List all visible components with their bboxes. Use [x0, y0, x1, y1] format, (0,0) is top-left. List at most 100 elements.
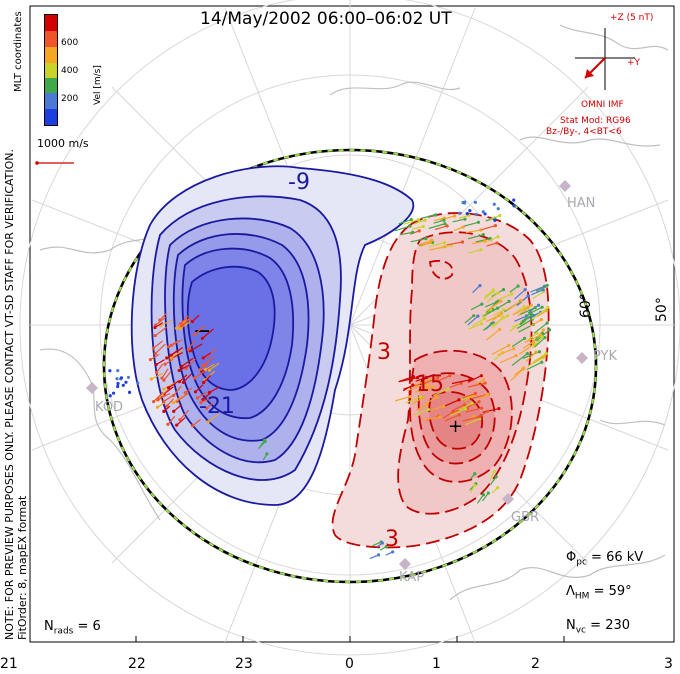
velocity-vector-origin	[501, 315, 505, 319]
velocity-vector	[413, 408, 429, 416]
velocity-vector-origin	[433, 213, 438, 217]
velocity-vector-origin	[492, 469, 496, 474]
velocity-vector	[475, 237, 491, 243]
velocity-vector-origin	[136, 381, 140, 385]
station-markers	[86, 180, 588, 570]
velocity-vector	[154, 343, 166, 355]
velocity-vector	[411, 396, 424, 405]
colorbar-segment	[45, 93, 57, 109]
velocity-vector	[181, 357, 194, 367]
velocity-vector	[470, 303, 483, 311]
velocity-vector-origin	[485, 409, 489, 413]
velocity-vector	[419, 239, 432, 246]
velocity-vector-origin	[175, 423, 179, 427]
velocity-vector-origin	[166, 386, 171, 390]
velocity-vector-origin	[376, 553, 381, 557]
velocity-vector	[464, 315, 475, 324]
side-note: NOTE: FOR PREVIEW PURPOSES ONLY. PLEASE …	[3, 149, 29, 640]
velocity-vector	[472, 285, 481, 294]
velocity-vector	[424, 377, 438, 384]
velocity-vector	[465, 418, 480, 426]
velocity-vector	[194, 370, 205, 379]
velocity-vector	[173, 395, 183, 404]
velocity-vector-origin	[468, 209, 472, 213]
velocity-vector	[497, 293, 512, 301]
velocity-vector	[155, 359, 165, 366]
velocity-vector-origin	[207, 368, 212, 372]
velocity-vector-origin	[486, 491, 490, 495]
velocity-vector-origin	[169, 356, 173, 360]
velocity-vector-origin	[545, 308, 549, 313]
velocity-vector-origin	[180, 364, 184, 368]
velocity-vector	[180, 321, 191, 330]
velocity-vector-origin	[463, 217, 467, 221]
velocity-vector	[150, 353, 160, 361]
velocity-vector	[170, 349, 183, 359]
velocity-vector	[421, 416, 441, 422]
velocity-vector-origin	[158, 318, 162, 322]
imf-stat-mod: Stat Mod: RG96	[560, 116, 631, 126]
velocity-vector-origin	[460, 240, 465, 244]
velocity-vector-origin	[436, 376, 440, 380]
station-gbr: GBR	[511, 510, 540, 525]
velocity-vector	[434, 225, 448, 231]
velocity-vector	[182, 373, 193, 383]
contour-label-15: 15	[416, 372, 444, 397]
mlt-label-23: 23	[235, 656, 253, 672]
velocity-vector-origin	[180, 324, 185, 328]
velocity-vector-origin	[265, 452, 269, 456]
velocity-vector	[154, 326, 168, 337]
station-pyk: PYK	[593, 349, 618, 364]
velocity-vector-origin	[203, 367, 208, 372]
velocity-vector-origin	[493, 224, 498, 228]
velocity-vector	[187, 340, 196, 350]
station-marker-kod	[86, 382, 98, 394]
velocity-vector-origin	[481, 210, 485, 214]
velocity-vector	[394, 225, 411, 232]
colorbar-segment	[45, 109, 57, 125]
velocity-vector-origin	[499, 299, 503, 303]
velocity-vector-origin	[512, 347, 516, 351]
velocity-vector-origin	[115, 377, 119, 381]
velocity-vector	[527, 332, 538, 341]
velocity-vector	[532, 291, 544, 300]
velocity-vector	[514, 315, 527, 322]
velocity-vector-origin	[411, 374, 415, 379]
velocity-vector-origin	[496, 291, 500, 295]
velocity-vector	[410, 238, 426, 243]
velocity-vector-origin	[496, 486, 500, 490]
velocity-vector	[200, 397, 213, 404]
hm-boundary-dash	[103, 149, 597, 583]
velocity-vector-origin	[537, 350, 542, 354]
velocity-vector-origin	[498, 327, 502, 331]
velocity-vector-origin	[465, 212, 469, 216]
velocity-vector	[452, 218, 466, 223]
velocity-vector-origin	[523, 288, 527, 292]
velocity-vector-origin	[408, 394, 412, 399]
velocity-vector-origin	[119, 376, 124, 380]
fit-order-note: FitOrder: 8, mapEX format	[16, 495, 29, 640]
colorbar-segment	[45, 31, 57, 47]
velocity-vector-origin	[496, 235, 500, 239]
velocity-vector	[514, 367, 525, 376]
velocity-vector	[477, 410, 488, 419]
velocity-vector	[481, 225, 496, 231]
velocity-vector	[493, 309, 505, 317]
velocity-vector	[533, 352, 547, 363]
velocity-vector-origin	[472, 483, 477, 487]
velocity-vector-origin	[468, 378, 472, 382]
velocity-vector-origin	[461, 225, 465, 229]
velocity-vector-origin	[178, 327, 182, 331]
velocity-vector-origin	[543, 335, 547, 340]
velocity-vector-origin	[426, 407, 431, 412]
velocity-vector-origin	[463, 201, 467, 205]
velocity-vector	[419, 241, 431, 248]
velocity-vector-origin	[190, 424, 195, 428]
velocity-vector	[531, 336, 543, 349]
velocity-vector	[462, 415, 481, 422]
velocity-vector-origin	[172, 409, 176, 413]
velocity-vector	[451, 379, 470, 385]
velocity-vector	[476, 494, 484, 504]
lat-label-50: 50°	[654, 297, 670, 322]
velocity-vector	[160, 319, 173, 327]
